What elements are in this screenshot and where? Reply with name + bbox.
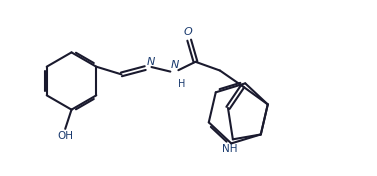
Text: NH: NH (222, 143, 238, 153)
Text: H: H (178, 78, 185, 89)
Text: N: N (171, 60, 179, 70)
Text: N: N (147, 57, 155, 67)
Text: O: O (183, 27, 192, 37)
Text: OH: OH (57, 131, 73, 141)
